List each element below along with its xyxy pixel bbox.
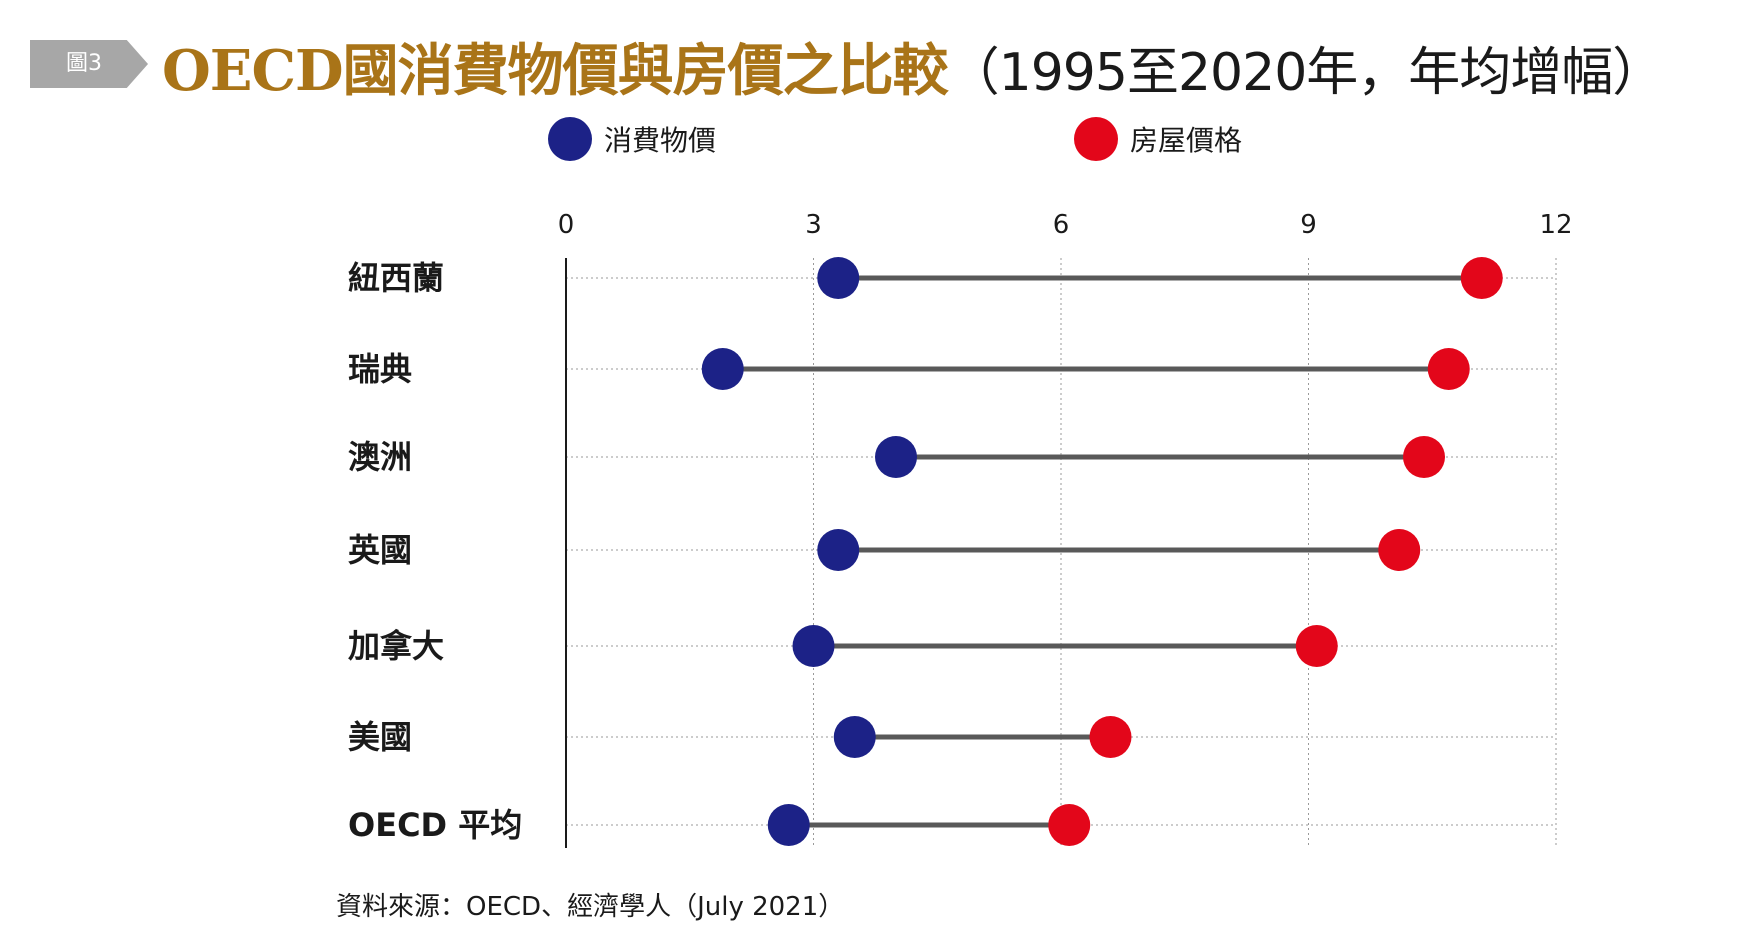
legend-item-consumer-price: 消費物價	[548, 116, 716, 162]
source-note: 資料來源：OECD、經濟學人（July 2021）	[336, 892, 845, 922]
consumer-price-point	[833, 716, 876, 758]
consumer-price-point	[767, 804, 810, 846]
x-tick-label: 3	[805, 210, 822, 240]
category-label: 美國	[348, 718, 412, 756]
category-label: OECD 平均	[348, 806, 522, 844]
category-label: 澳洲	[348, 438, 412, 476]
consumer-price-point	[817, 257, 860, 299]
chart-title-subtitle: （1995至2020年，年均增幅）	[947, 43, 1665, 103]
legend-swatch-house-price	[1074, 117, 1118, 161]
category-label: 紐西蘭	[348, 259, 444, 297]
category-label: 加拿大	[348, 627, 444, 665]
category-label: 瑞典	[348, 350, 412, 388]
x-tick-label: 6	[1053, 210, 1070, 240]
figure-tag: 圖3	[30, 40, 148, 88]
chart-title: OECD國消費物價與房價之比較（1995至2020年，年均增幅）	[162, 26, 1665, 107]
legend-label-consumer-price: 消費物價	[604, 124, 717, 157]
x-tick-label: 12	[1539, 210, 1572, 240]
x-tick-label: 0	[558, 210, 575, 240]
chart-title-main: OECD國消費物價與房價之比較	[162, 38, 949, 104]
x-tick-label: 9	[1300, 210, 1317, 240]
house-price-point	[1378, 529, 1421, 571]
house-price-point	[1048, 804, 1091, 846]
category-label: 英國	[348, 531, 412, 569]
consumer-price-point	[875, 436, 917, 478]
house-price-point	[1295, 625, 1338, 667]
house-price-point	[1460, 257, 1503, 299]
consumer-price-point	[817, 529, 860, 571]
house-price-point	[1427, 348, 1470, 390]
consumer-price-point	[701, 348, 744, 390]
consumer-price-point	[792, 625, 835, 667]
legend-item-house-price: 房屋價格	[1074, 116, 1242, 162]
house-price-point	[1403, 436, 1445, 478]
legend-label-house-price: 房屋價格	[1130, 124, 1243, 157]
house-price-point	[1089, 716, 1132, 758]
legend-swatch-consumer-price	[548, 117, 592, 161]
